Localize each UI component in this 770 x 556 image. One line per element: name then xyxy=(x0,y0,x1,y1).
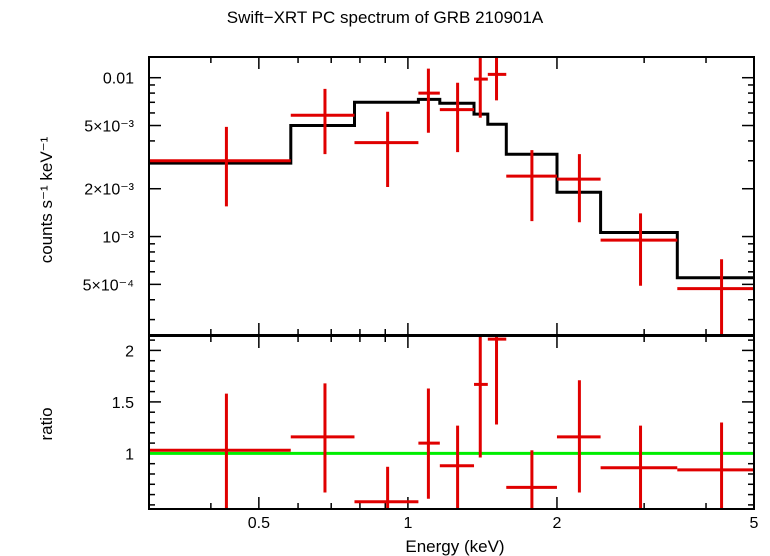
spectrum-data-point xyxy=(474,58,488,118)
ratio-y-tick-label: 2 xyxy=(125,343,134,360)
ratio-data-point xyxy=(439,425,475,509)
spectrum-y-tick-label: 5×10⁻⁴ xyxy=(83,277,134,294)
spectrum-data-point xyxy=(149,126,291,207)
spectrum-data-point xyxy=(290,88,355,155)
ratio-panel: 0.5 1 2 5 1 1.5 2 xyxy=(112,335,759,532)
spectrum-data-point xyxy=(439,82,475,153)
ratio-data-point xyxy=(474,336,488,458)
spectrum-data-point xyxy=(600,213,678,286)
spectrum-y-tick-label: 10⁻³ xyxy=(102,230,134,247)
x-tick-label: 0.5 xyxy=(248,515,270,532)
ratio-y-tick-label: 1.5 xyxy=(112,395,134,412)
spectrum-y-tick-label: 2×10⁻³ xyxy=(84,182,134,199)
page-title: Swift−XRT PC spectrum of GRB 210901A xyxy=(226,8,544,27)
spectrum-data-point xyxy=(487,57,507,101)
ratio-data-point xyxy=(290,383,355,493)
x-tick-label: 2 xyxy=(553,515,562,532)
spectrum-y-axis-label: counts s⁻¹ keV⁻¹ xyxy=(37,136,56,263)
spectrum-data-point xyxy=(354,111,419,188)
ratio-frame-overlay xyxy=(148,335,755,510)
x-tick-label: 1 xyxy=(403,515,412,532)
ratio-frame xyxy=(148,335,755,510)
ratio-data-point xyxy=(600,425,678,509)
ratio-data-point xyxy=(506,450,557,509)
ratio-data-point xyxy=(487,336,507,425)
ratio-data-point xyxy=(556,380,601,493)
spectrum-data-point xyxy=(556,154,601,223)
spectrum-data-point xyxy=(506,150,557,222)
x-axis-label: Energy (keV) xyxy=(405,537,504,556)
spectrum-panel: 0.01 5×10⁻³ 2×10⁻³ 10⁻³ 5×10⁻⁴ xyxy=(83,56,755,336)
ratio-data-point xyxy=(677,422,754,509)
ratio-y-tick-label: 1 xyxy=(125,446,134,463)
ratio-data-point xyxy=(418,388,440,499)
model-step-line xyxy=(149,97,754,280)
spectrum-y-tick-label: 0.01 xyxy=(103,71,134,88)
spectrum-frame xyxy=(148,56,755,336)
ratio-data-point xyxy=(149,393,291,509)
spectrum-data-point xyxy=(418,68,440,133)
spectrum-frame-overlay xyxy=(148,56,755,336)
ratio-data-point xyxy=(354,466,419,509)
ratio-y-axis-label: ratio xyxy=(37,407,56,440)
spectrum-y-tick-label: 5×10⁻³ xyxy=(84,119,134,136)
x-tick-label: 5 xyxy=(750,515,759,532)
spectrum-data-point xyxy=(677,259,754,335)
